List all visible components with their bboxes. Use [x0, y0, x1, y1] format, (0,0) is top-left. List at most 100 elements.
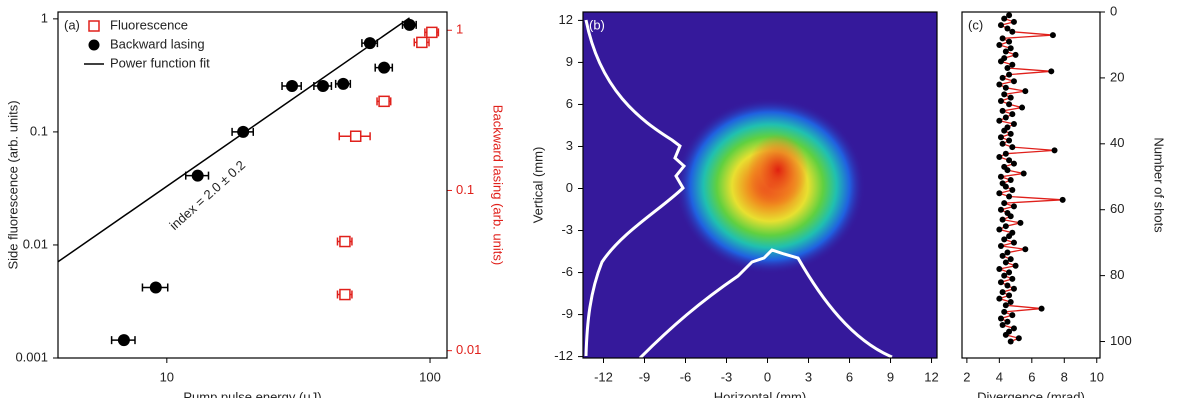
- point: [1009, 62, 1015, 68]
- x-tick-label: 6: [1028, 369, 1035, 384]
- y-tick-label: 20: [1110, 69, 1124, 84]
- y-tick-label: 0: [1110, 3, 1117, 18]
- x-tick-label: 0: [764, 369, 771, 384]
- point: [1006, 101, 1012, 107]
- y-tick-label: 12: [559, 12, 573, 27]
- point: [1003, 259, 1009, 265]
- point: [1006, 233, 1012, 239]
- point: [427, 27, 437, 37]
- point: [996, 226, 1002, 232]
- point: [1013, 263, 1019, 269]
- point: [1008, 177, 1014, 183]
- y-tick-label: 80: [1110, 267, 1124, 282]
- point: [1004, 319, 1010, 325]
- point: [998, 22, 1004, 28]
- point: [1001, 16, 1007, 22]
- point: [996, 81, 1002, 87]
- point: [1004, 283, 1010, 289]
- point: [998, 98, 1004, 104]
- y-axis-label: Vertical (mm): [530, 147, 545, 224]
- x-axis-label: Pump pulse energy (μJ): [183, 389, 321, 398]
- point: [1000, 289, 1006, 295]
- point: [1011, 78, 1017, 84]
- point: [1017, 220, 1023, 226]
- point: [1009, 144, 1015, 150]
- point: [1008, 256, 1014, 262]
- point: [1008, 213, 1014, 219]
- panel-label: (b): [589, 17, 605, 32]
- point: [996, 154, 1002, 160]
- point: [1000, 35, 1006, 41]
- point: [998, 174, 1004, 180]
- y2-axis-label: Backward lasing (arb. units): [491, 105, 506, 265]
- point: [1008, 131, 1014, 137]
- point: [1001, 236, 1007, 242]
- point: [1048, 68, 1054, 74]
- point: [1011, 121, 1017, 127]
- y-axis-label: Number of shots: [1152, 137, 1167, 233]
- y-tick-label: 6: [566, 96, 573, 111]
- x-tick-label: 10: [1090, 369, 1104, 384]
- point: [1006, 157, 1012, 163]
- point: [1011, 286, 1017, 292]
- point: [1052, 147, 1058, 153]
- x-tick-label: 3: [805, 369, 812, 384]
- point: [1001, 91, 1007, 97]
- x-tick-label: 8: [1061, 369, 1068, 384]
- point: [1039, 306, 1045, 312]
- panel-label: (a): [64, 17, 80, 32]
- point: [1006, 72, 1012, 78]
- point: [351, 131, 361, 141]
- point: [286, 80, 298, 92]
- beam-core: [748, 134, 808, 206]
- point: [1006, 138, 1012, 144]
- point: [337, 78, 349, 90]
- point: [1008, 95, 1014, 101]
- point: [1011, 19, 1017, 25]
- x-tick-label: -12: [594, 369, 613, 384]
- y-tick-label: -12: [554, 348, 573, 363]
- figure: index = 2.0 ± 0.2 101000.0010.010.110.01…: [0, 0, 1177, 398]
- point: [417, 37, 427, 47]
- y2-tick-label: 0.1: [456, 182, 474, 197]
- point: [1006, 39, 1012, 45]
- point: [1003, 184, 1009, 190]
- legend-label: Backward lasing: [110, 36, 205, 51]
- x-tick-label: -9: [639, 369, 651, 384]
- y-tick-label: 0.01: [23, 236, 48, 251]
- point: [998, 207, 1004, 213]
- point: [1001, 309, 1007, 315]
- panel-label: (c): [968, 17, 983, 32]
- x-tick-label: 4: [996, 369, 1003, 384]
- point: [1003, 223, 1009, 229]
- fit-annotation: index = 2.0 ± 0.2: [166, 157, 248, 233]
- point: [1006, 269, 1012, 275]
- point: [1006, 194, 1012, 200]
- y-tick-label: -6: [561, 264, 573, 279]
- point: [1003, 302, 1009, 308]
- y-tick-label: -9: [561, 306, 573, 321]
- point: [1011, 325, 1017, 331]
- y2-tick-label: 0.01: [456, 342, 481, 357]
- point: [998, 134, 1004, 140]
- point: [1003, 151, 1009, 157]
- point: [379, 96, 389, 106]
- x-tick-label: -6: [680, 369, 692, 384]
- point: [1008, 339, 1014, 345]
- point: [1003, 332, 1009, 338]
- x-tick-label: -3: [721, 369, 733, 384]
- y-tick-label: 1: [41, 10, 48, 25]
- y-tick-label: 100: [1110, 333, 1132, 348]
- y-tick-label: 0.1: [30, 123, 48, 138]
- point: [1006, 12, 1012, 18]
- point: [1022, 246, 1028, 252]
- y-tick-label: 9: [566, 54, 573, 69]
- point: [1000, 217, 1006, 223]
- point: [1001, 273, 1007, 279]
- point: [1001, 128, 1007, 134]
- point: [340, 290, 350, 300]
- x-tick-label: 10: [160, 369, 174, 384]
- point: [1000, 253, 1006, 259]
- y-tick-label: 40: [1110, 135, 1124, 150]
- point: [996, 266, 1002, 272]
